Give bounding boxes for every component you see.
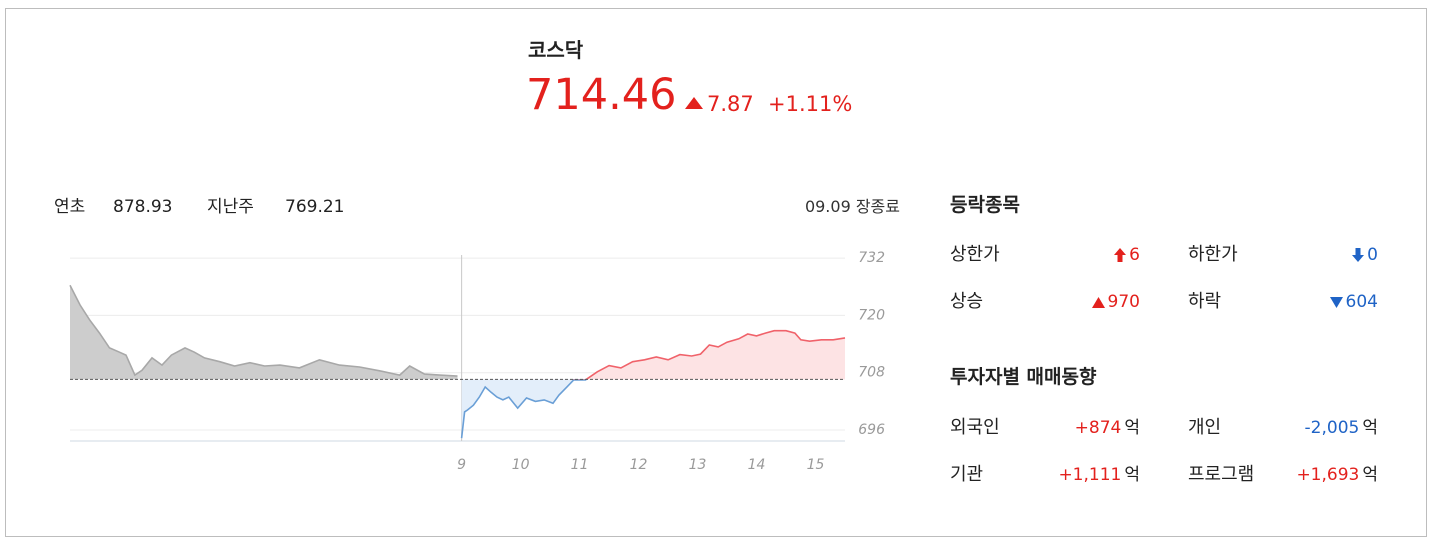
up-triangle (1091, 296, 1105, 308)
x-tick-label: 10 (512, 457, 530, 473)
value: 0 (1352, 241, 1378, 269)
x-tick-label: 13 (689, 457, 707, 473)
value: -2,005 억 (1305, 414, 1378, 442)
summary-value: 878.93 (113, 197, 173, 217)
label: 외국인 (950, 417, 1000, 438)
investor-row: 개인 -2,005 억 (1188, 414, 1378, 442)
y-tick-label: 708 (858, 365, 885, 381)
investor-row: 프로그램 +1,693 억 (1188, 461, 1378, 489)
investor-value: -2,005 (1304, 418, 1360, 438)
label: 상승 (950, 291, 984, 312)
value: 970 (1091, 288, 1140, 316)
label: 하락 (1188, 291, 1222, 312)
breadth-row: 상한가 6 (950, 241, 1140, 269)
breadth-row: 하한가 0 (1188, 241, 1378, 269)
line (69, 284, 458, 377)
section-title: 등락종목 (950, 194, 1020, 216)
value: +1,693 억 (1296, 461, 1378, 489)
market-status: 09.09 장종료 (804, 197, 900, 216)
investor-row: 기관 +1,111 억 (950, 461, 1140, 489)
up-arrow (1114, 248, 1127, 262)
y-tick-label: 732 (858, 250, 885, 266)
index-name: 코스닥 (528, 38, 584, 62)
label: 기관 (950, 464, 984, 485)
x-tick-label: 12 (630, 457, 648, 473)
unit: 억 (1362, 418, 1378, 438)
x-tick-label: 11 (571, 457, 589, 473)
unit: 억 (1124, 465, 1140, 485)
index-change-rate: +1.11% (768, 92, 853, 116)
summary-label: 연초 (54, 197, 86, 217)
index-price: 714.46 (526, 70, 677, 120)
label: 프로그램 (1188, 464, 1255, 485)
investor-row: 외국인 +874 억 (950, 414, 1140, 442)
value: 6 (1114, 241, 1140, 269)
line (460, 329, 846, 439)
value: 604 (1329, 288, 1378, 316)
breadth-value: 6 (1129, 245, 1140, 265)
investor-value: +1,111 (1058, 465, 1122, 485)
up-triangle (685, 97, 703, 109)
value: +874 억 (1075, 414, 1140, 442)
unit: 억 (1124, 418, 1140, 438)
unit: 억 (1362, 465, 1378, 485)
x-tick-label: 9 (457, 457, 466, 473)
y-tick-label: 696 (858, 422, 885, 438)
value: +1,111 억 (1058, 461, 1140, 489)
label: 개인 (1188, 417, 1222, 438)
summary-label: 지난주 (207, 197, 254, 217)
down-arrow (1352, 248, 1365, 262)
breadth-row: 상승 970 (950, 288, 1140, 316)
panel (5, 8, 1427, 537)
breadth-value: 970 (1107, 292, 1140, 312)
investor-value: +1,693 (1296, 465, 1360, 485)
x-tick-label: 15 (807, 457, 825, 473)
area (461, 330, 845, 439)
summary-value: 769.21 (285, 197, 345, 217)
breadth-value: 604 (1345, 292, 1378, 312)
label: 상한가 (950, 244, 1000, 265)
area (70, 285, 458, 380)
y-tick-label: 720 (858, 307, 885, 323)
index-change: 7.87 (707, 92, 754, 116)
section-title: 투자자별 매매동향 (950, 366, 1097, 388)
label: 하한가 (1188, 244, 1238, 265)
investor-value: +874 (1074, 418, 1122, 438)
down-triangle (1329, 296, 1343, 308)
x-tick-label: 14 (748, 457, 766, 473)
breadth-value: 0 (1367, 245, 1378, 265)
breadth-row: 하락 604 (1188, 288, 1378, 316)
